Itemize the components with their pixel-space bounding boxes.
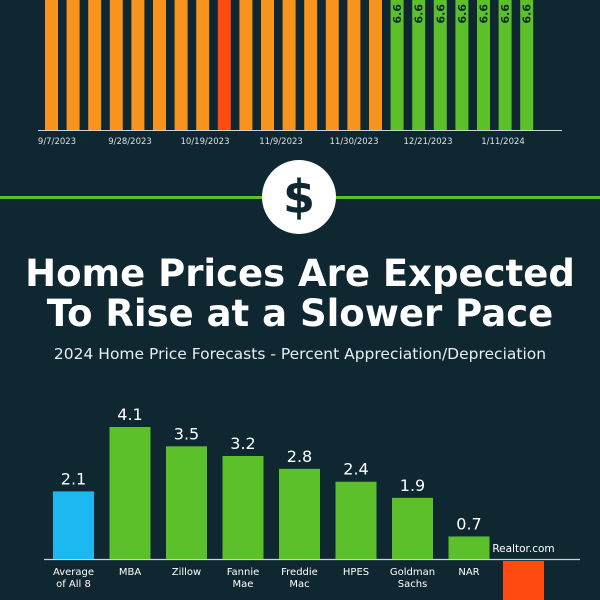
weekly-bar <box>325 0 339 130</box>
category-label: HPES <box>343 567 369 578</box>
weekly-bar <box>153 0 166 130</box>
weekly-bar-value-label: 6.6 <box>434 4 447 24</box>
headline-line-1: Home Prices Are Expected <box>25 252 575 295</box>
category-label: Zillow <box>172 567 201 578</box>
weekly-bar <box>347 0 361 130</box>
weekly-bar <box>520 0 534 130</box>
forecast-value-label: 3.5 <box>174 424 199 443</box>
x-tick-label: 12/21/2023 <box>404 137 453 147</box>
category-label: MBA <box>119 567 141 578</box>
forecast-value-label: 2.4 <box>343 460 368 479</box>
weekly-bar-value-label: 6.6 <box>478 4 491 24</box>
forecast-value-label: 2.8 <box>287 447 312 466</box>
forecast-value-label: 2.1 <box>61 469 86 488</box>
weekly-bar <box>88 0 102 130</box>
category-label: Mac <box>289 579 309 590</box>
weekly-bar <box>369 0 382 130</box>
weekly-bar-value-label: 6.6 <box>456 4 469 24</box>
weekly-bar <box>304 0 318 130</box>
forecast-bar <box>279 468 320 559</box>
headline: Home Prices Are Expected To Rise at a Sl… <box>0 254 600 334</box>
forecast-bar-negative <box>503 561 544 600</box>
x-tick-label: 11/9/2023 <box>259 137 303 147</box>
dollar-icon: $ <box>262 160 336 234</box>
x-tick-label: 11/30/2023 <box>330 137 379 147</box>
forecast-bar <box>222 455 264 559</box>
category-label: Mae <box>233 579 254 590</box>
weekly-bar <box>390 0 404 130</box>
weekly-bar <box>45 0 58 130</box>
forecast-bar <box>109 427 151 559</box>
forecast-value-label: 1.9 <box>400 476 425 495</box>
category-label: of All 8 <box>56 579 91 590</box>
weekly-bar <box>196 0 210 130</box>
weekly-bar <box>412 0 426 130</box>
chart-subtitle: 2024 Home Price Forecasts - Percent Appr… <box>53 345 547 363</box>
forecast-bar <box>392 497 433 559</box>
weekly-bar-value-label: 6.6 <box>521 4 534 24</box>
category-label: Goldman <box>390 567 435 578</box>
weekly-bar-value-label: 6.6 <box>499 4 512 24</box>
x-tick-label: 9/7/2023 <box>38 137 76 147</box>
weekly-bar <box>498 0 512 130</box>
category-label: Freddie <box>281 567 318 578</box>
weekly-bar <box>477 0 490 130</box>
category-label: Sachs <box>398 579 428 590</box>
weekly-bar <box>109 0 123 130</box>
category-label: NAR <box>458 567 479 578</box>
weekly-bar <box>433 0 447 130</box>
forecast-value-label: 4.1 <box>117 405 142 424</box>
forecast-bar <box>335 481 377 559</box>
forecast-bar <box>166 446 207 559</box>
category-label: Average <box>53 567 94 578</box>
weekly-bar <box>455 0 469 130</box>
mortgage-rate-bar-chart: 6.6 6.6 6.6 6.6 6.6 6.6 6.6 9/7/2023 9/28/2023 10… <box>38 0 562 147</box>
weekly-bar <box>131 0 145 130</box>
x-tick-label: 10/19/2023 <box>181 137 230 147</box>
forecast-value-label: 3.2 <box>230 434 255 453</box>
weekly-bar-value-label: 6.6 <box>413 4 426 24</box>
weekly-bar <box>66 0 80 130</box>
category-label: Fannie <box>227 567 260 578</box>
forecast-bar <box>448 536 490 559</box>
x-tick-label: 9/28/2023 <box>108 137 152 147</box>
weekly-bar <box>282 0 296 130</box>
weekly-bar <box>217 0 231 130</box>
headline-line-2: To Rise at a Slower Pace <box>46 292 554 335</box>
weekly-bar <box>261 0 274 130</box>
weekly-bar <box>239 0 253 130</box>
weekly-bar-value-label: 6.6 <box>391 4 404 24</box>
category-label: Realtor.com <box>492 543 554 555</box>
forecast-value-label: 0.7 <box>456 514 481 533</box>
forecast-bar <box>53 491 94 559</box>
weekly-bar <box>174 0 188 130</box>
x-tick-label: 1/11/2024 <box>481 137 525 147</box>
